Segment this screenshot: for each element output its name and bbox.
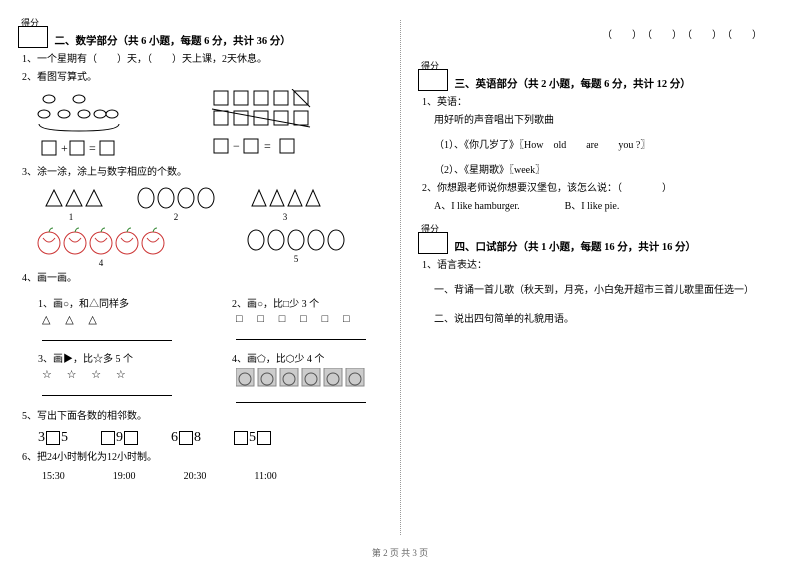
q4-4: 4、画⬠，比⬡少 4 个 xyxy=(232,350,376,365)
q4-line1: 一、背诵一首儿歌（秋天到，月亮，小白兔开超市三首儿歌里面任选一） xyxy=(434,283,782,298)
q4-1: 1、画○，和△同样多 xyxy=(38,295,172,310)
q3-1-line2: （2）、《星期歌》〖week〗 xyxy=(434,163,782,178)
q3-2-opts: A、I like hamburger. B、I like pie. xyxy=(434,199,782,214)
score-box-2 xyxy=(18,26,48,48)
q2-1: 1、一个星期有（ ）天，（ ）天上课，2天休息。 xyxy=(22,52,382,67)
fig-2: 2 xyxy=(136,184,216,222)
left-column: 二、数学部分（共 6 小题，每题 6 分，共计 36 分） 1、一个星期有（ ）… xyxy=(0,0,400,540)
fig-4: 4 xyxy=(36,226,166,268)
q2-3: 3、涂一涂，涂上与数字相应的个数。 xyxy=(22,165,382,180)
q2-2: 2、看图写算式。 xyxy=(22,70,382,85)
section-3-head: 三、英语部分（共 2 小题，每题 6 分，共计 12 分） xyxy=(418,69,782,91)
time-1: 15:30 xyxy=(42,471,65,482)
section-2-head: 二、数学部分（共 6 小题，每题 6 分，共计 36 分） xyxy=(18,26,382,48)
q4-4-line xyxy=(236,393,366,403)
diagram-addition: + = xyxy=(34,89,382,161)
figs-row-1: 1 2 3 xyxy=(36,184,382,222)
q4-3-shapes: ☆ ☆ ☆ ☆ xyxy=(42,368,172,381)
q2-4: 4、画一画。 xyxy=(22,271,382,286)
q4-row1: 1、画○，和△同样多 △ △ △ 2、画○，比□少 3 个 □ □ □ □ □ … xyxy=(18,289,382,344)
svg-text:=: = xyxy=(89,141,96,155)
time-2: 19:00 xyxy=(113,471,136,482)
q3-1-line1: （1）、《你几岁了》〖How old are you ?〗 xyxy=(434,138,782,153)
fig-1: 1 xyxy=(36,184,106,222)
section-4-title: 四、口试部分（共 1 小题，每题 16 分，共计 16 分） xyxy=(455,242,697,253)
right-column: （ ） （ ） （ ） （ ） 三、英语部分（共 2 小题，每题 6 分，共计 … xyxy=(400,0,800,540)
section-4-head: 四、口试部分（共 1 小题，每题 16 分，共计 16 分） xyxy=(418,232,782,254)
q3-1: 1、英语： xyxy=(422,95,782,110)
fig-5: 5 xyxy=(246,226,346,268)
paren-answers: （ ） （ ） （ ） （ ） xyxy=(418,26,782,41)
q4-3-line xyxy=(42,386,172,396)
q3-2: 2、你想跟老师说你想要汉堡包，该怎么说：（ ） xyxy=(422,181,782,196)
svg-text:+: + xyxy=(61,141,68,155)
q4-1-lang: 1、语言表达： xyxy=(422,258,782,273)
time-row: 15:30 19:00 20:30 11:00 xyxy=(42,471,382,482)
score-box-4 xyxy=(418,232,448,254)
q4-3: 3、画▶，比☆多 5 个 xyxy=(38,350,172,365)
fig-3: 3 xyxy=(246,184,324,222)
q4-2: 2、画○，比□少 3 个 xyxy=(232,295,366,310)
column-divider xyxy=(400,20,401,535)
q2-5: 5、写出下面各数的相邻数。 xyxy=(22,409,382,424)
score-box-3 xyxy=(418,69,448,91)
q3-1-sub: 用好听的声音唱出下列歌曲 xyxy=(434,113,782,128)
time-3: 20:30 xyxy=(184,471,207,482)
q4-4-shapes xyxy=(236,368,376,388)
neighbor-numbers: 35 9 68 5 xyxy=(38,430,382,446)
svg-text:−: − xyxy=(233,139,240,153)
q4-1-shapes: △ △ △ xyxy=(42,313,172,326)
q2-6: 6、把24小时制化为12小时制。 xyxy=(22,450,382,465)
figs-row-2: 4 5 xyxy=(36,226,382,268)
time-4: 11:00 xyxy=(254,471,276,482)
q4-1-line xyxy=(42,331,172,341)
q4-2-line xyxy=(236,330,366,340)
svg-text:=: = xyxy=(264,139,271,153)
q4-2-shapes: □ □ □ □ □ □ xyxy=(236,313,366,325)
q4-row2: 3、画▶，比☆多 5 个 ☆ ☆ ☆ ☆ 4、画⬠，比⬡少 4 个 xyxy=(18,344,382,406)
opt-b: B、I like pie. xyxy=(565,201,620,212)
q4-line2: 二、说出四句简单的礼貌用语。 xyxy=(434,312,782,327)
page-footer: 第 2 页 共 3 页 xyxy=(0,546,800,559)
section-2-title: 二、数学部分（共 6 小题，每题 6 分，共计 36 分） xyxy=(55,36,291,47)
opt-a: A、I like hamburger. xyxy=(434,201,520,212)
section-3-title: 三、英语部分（共 2 小题，每题 6 分，共计 12 分） xyxy=(455,79,691,90)
